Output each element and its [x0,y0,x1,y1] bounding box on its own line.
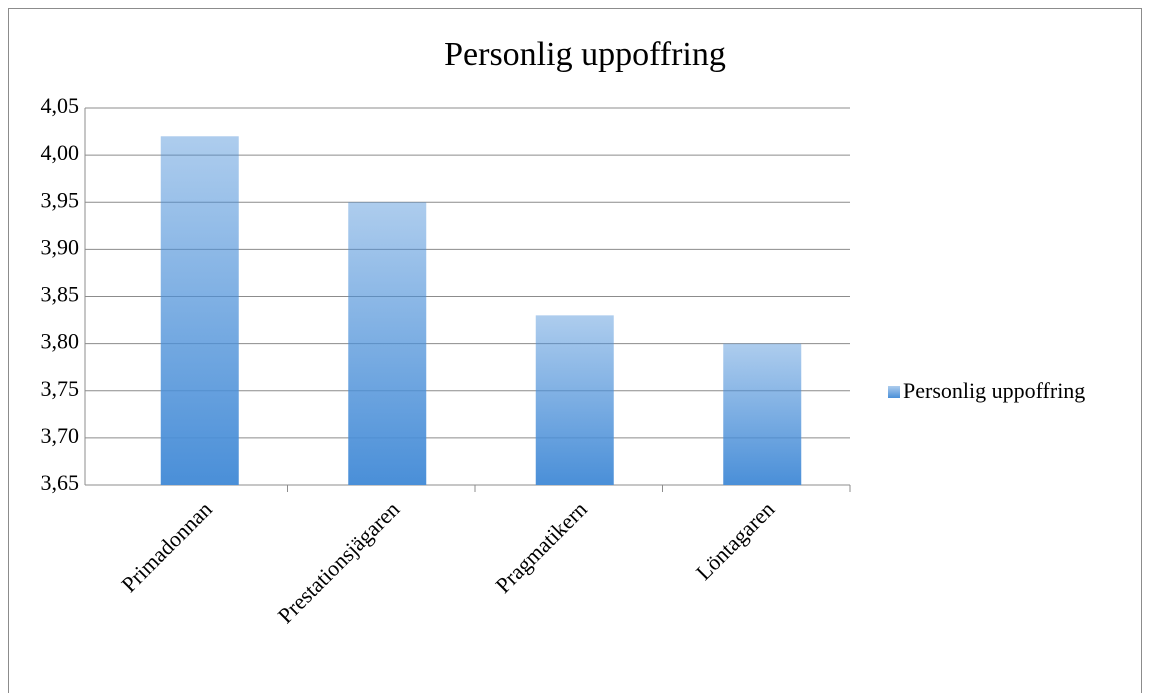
legend-swatch [888,386,900,398]
y-tick-label: 4,00 [41,140,80,165]
y-tick-label: 3,95 [41,187,80,212]
bar [348,202,427,485]
y-tick-label: 3,65 [41,470,80,495]
y-tick-label: 3,75 [41,376,80,401]
bar [160,136,239,485]
y-tick-label: 3,90 [41,234,80,259]
chart-title: Personlig uppoffring [444,36,726,73]
y-tick-label: 4,05 [41,93,80,118]
legend-label: Personlig uppoffring [903,378,1085,403]
y-tick-label: 3,80 [41,329,80,354]
y-tick-label: 3,85 [41,282,80,307]
y-tick-label: 3,70 [41,423,80,448]
bar [535,315,614,485]
bar [723,343,802,485]
